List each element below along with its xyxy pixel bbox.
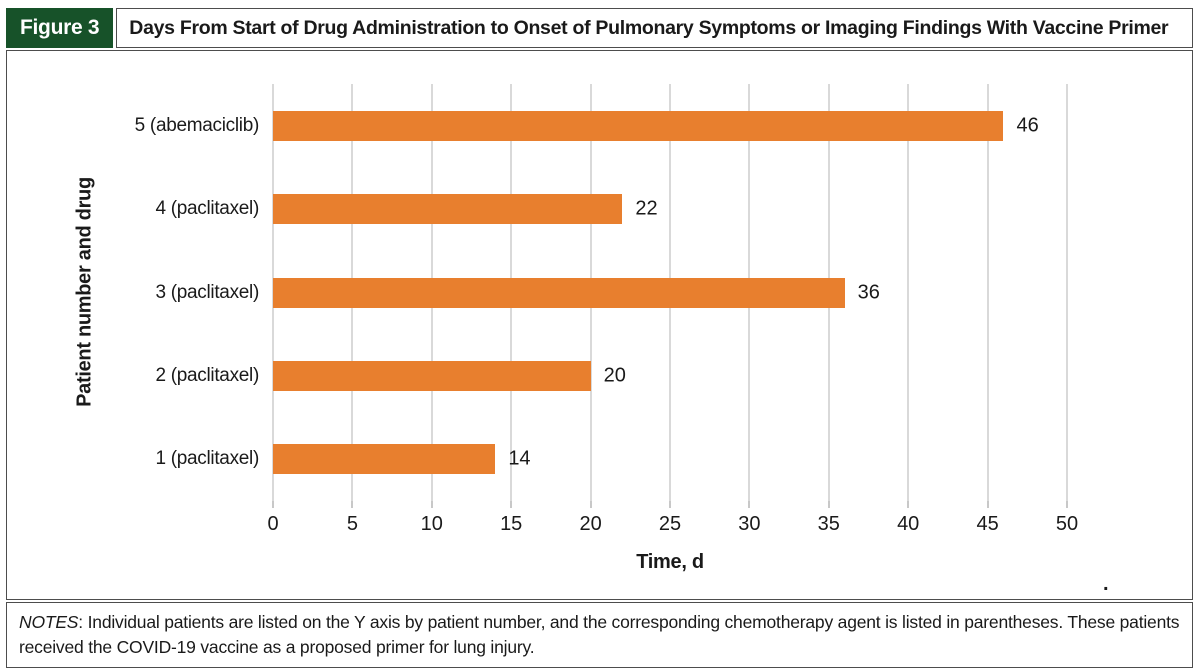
gridline bbox=[907, 84, 910, 501]
x-tick-label: 0 bbox=[267, 513, 279, 535]
x-tick-labels: 0 5 10 15 20 25 30 35 40 45 50 bbox=[267, 513, 1078, 539]
notes-label: NOTES bbox=[19, 612, 79, 632]
bar-value-label: 14 bbox=[508, 447, 531, 470]
stray-period-mark: . bbox=[1103, 573, 1109, 595]
x-tick-label: 40 bbox=[897, 513, 920, 535]
category-labels: 5 (abemaciclib) 4 (paclitaxel) 3 (paclitax… bbox=[7, 84, 273, 501]
x-tick-label: 20 bbox=[579, 513, 602, 535]
notes-text: : Individual patients are listed on the … bbox=[19, 612, 1180, 657]
x-tick-mark bbox=[748, 501, 751, 508]
x-tick-mark bbox=[510, 501, 513, 508]
x-tick-label: 50 bbox=[1055, 513, 1079, 535]
plot-area: 46 22 36 20 14 bbox=[272, 84, 1068, 508]
category-label: 2 (paclitaxel) bbox=[155, 364, 259, 386]
x-tick-mark bbox=[827, 501, 830, 508]
figure-title-box: Days From Start of Drug Administration t… bbox=[116, 8, 1193, 48]
figure-title: Days From Start of Drug Administration t… bbox=[129, 16, 1169, 39]
figure-header: Figure 3 Days From Start of Drug Adminis… bbox=[6, 8, 1193, 48]
bar-value-label: 36 bbox=[857, 281, 880, 303]
chart-panel: Patient number and drug 5 (abemaciclib) 4… bbox=[6, 50, 1193, 600]
x-tick-mark bbox=[1066, 501, 1068, 508]
category-label: 4 (paclitaxel) bbox=[155, 198, 259, 220]
x-tick-label: 35 bbox=[817, 513, 840, 535]
x-tick-mark bbox=[430, 501, 433, 508]
x-tick-mark bbox=[986, 501, 989, 508]
x-tick-label: 30 bbox=[738, 513, 761, 535]
category-label: 3 (paclitaxel) bbox=[155, 281, 259, 303]
gridline bbox=[986, 84, 989, 501]
x-tick-mark bbox=[669, 501, 671, 508]
x-tick-label: 25 bbox=[658, 513, 682, 535]
bar bbox=[273, 444, 496, 475]
category-label: 5 (abemaciclib) bbox=[134, 114, 260, 136]
x-axis-title: Time, d bbox=[636, 551, 704, 573]
gridline bbox=[1066, 84, 1068, 501]
x-tick-label: 5 bbox=[346, 513, 358, 535]
bar-value-label: 20 bbox=[603, 364, 626, 387]
bar bbox=[273, 194, 623, 225]
x-tick-mark bbox=[351, 501, 354, 508]
category-label: 1 (paclitaxel) bbox=[155, 448, 259, 470]
bar bbox=[273, 360, 591, 391]
x-tick-mark bbox=[272, 501, 274, 508]
bar bbox=[273, 110, 1004, 141]
figure-label: Figure 3 bbox=[6, 8, 114, 48]
x-tick-label: 15 bbox=[500, 513, 523, 535]
x-tick-label: 10 bbox=[420, 513, 443, 535]
bar-value-label: 22 bbox=[635, 197, 658, 220]
x-tick-mark bbox=[907, 501, 910, 508]
x-tick-mark bbox=[589, 501, 592, 508]
notes-panel: NOTES: Individual patients are listed on… bbox=[6, 602, 1193, 668]
bar-value-label: 46 bbox=[1016, 114, 1039, 137]
bar bbox=[273, 277, 845, 308]
x-tick-label: 45 bbox=[976, 513, 999, 535]
